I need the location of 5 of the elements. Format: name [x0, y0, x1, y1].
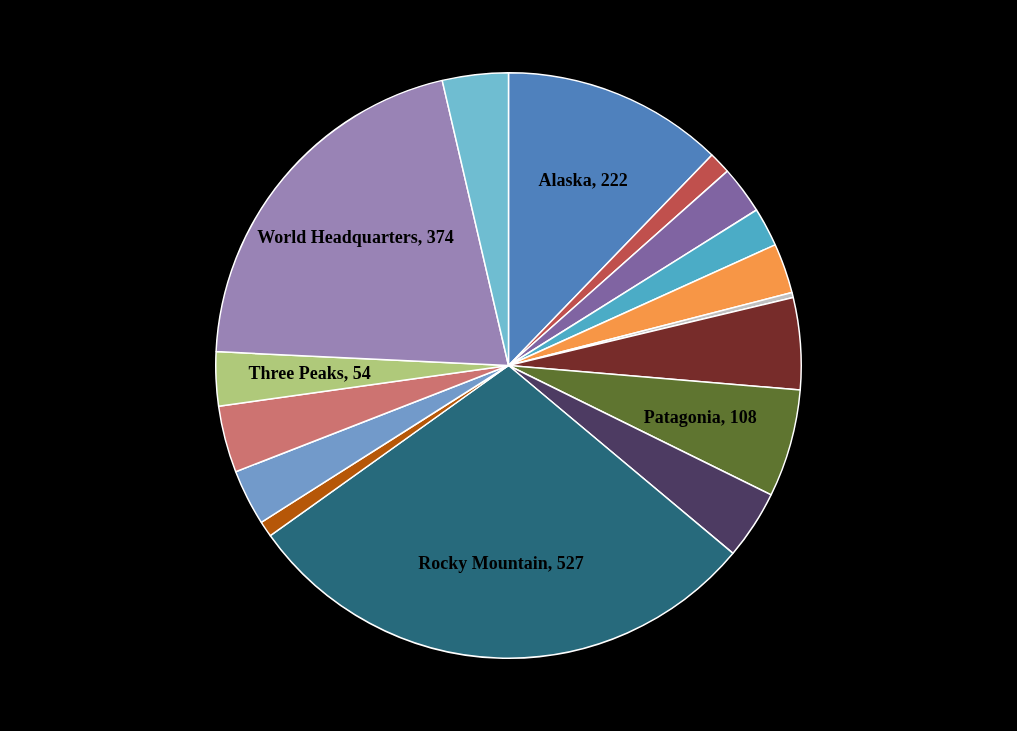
- slice-label: Three Peaks, 54: [248, 363, 371, 384]
- slice-label: World Headquarters, 374: [257, 226, 454, 247]
- slice-label: Alaska, 222: [538, 169, 628, 190]
- slice-label: Rocky Mountain, 527: [418, 553, 584, 574]
- slice-label: Patagonia, 108: [643, 407, 757, 428]
